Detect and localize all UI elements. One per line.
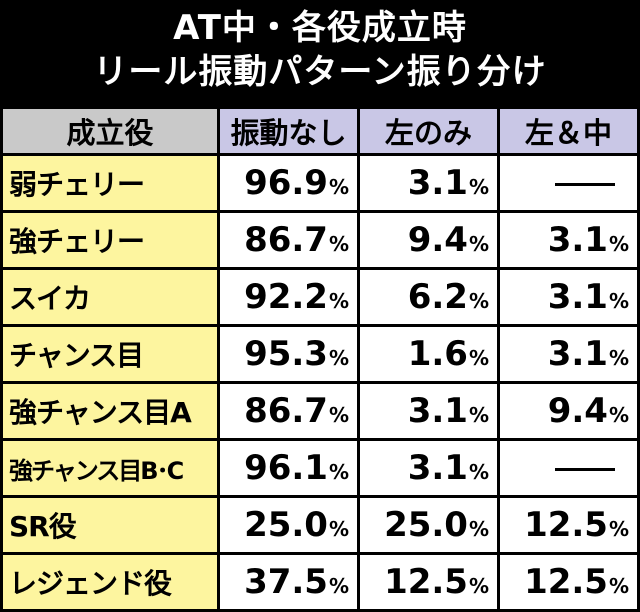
percent-unit: % [468,232,489,256]
role-label: 強チャンス目B･C [0,438,220,498]
dash-mark [555,468,615,471]
value-no-vibration: 37.5% [217,552,360,612]
role-label: 弱チェリー [0,153,220,213]
value-left-only: 12.5% [357,552,500,612]
value-left-only: 25.0% [357,495,500,555]
table-body: 弱チェリー 96.9% 3.1% 強チェリー 86.7% 9.4% 3.1% スイカ 92.2%… [0,153,640,612]
percent-unit: % [328,175,349,199]
value-no-vibration: 25.0% [217,495,360,555]
header-no-vibration: 振動なし [217,106,360,156]
value-left-only: 3.1% [357,381,500,441]
percent-unit: % [328,232,349,256]
percentage-value: 95.3 [244,334,328,374]
table-header-row: 成立役 振動なし 左のみ 左＆中 [0,106,640,156]
percentage-value: 86.7 [244,391,328,431]
value-left-only: 9.4% [357,210,500,270]
percentage-value: 9.4 [547,391,608,431]
percent-unit: % [328,346,349,370]
value-left-only: 3.1% [357,438,500,498]
percent-unit: % [468,403,489,427]
value-left-only: 1.6% [357,324,500,384]
table-row: SR役 25.0% 25.0% 12.5% [0,495,640,555]
header-left-only: 左のみ [357,106,500,156]
value-no-vibration: 86.7% [217,210,360,270]
percent-unit: % [328,403,349,427]
table-row: レジェンド役 37.5% 12.5% 12.5% [0,552,640,612]
percentage-value: 96.1 [244,448,328,488]
percent-unit: % [608,289,629,313]
table-row: 強チャンス目A 86.7% 3.1% 9.4% [0,381,640,441]
percent-unit: % [328,574,349,598]
percentage-value: 1.6 [407,334,468,374]
percentage-value: 3.1 [547,277,608,317]
percentage-value: 25.0 [244,505,328,545]
value-left-and-center: 3.1% [497,210,640,270]
table-row: 強チェリー 86.7% 9.4% 3.1% [0,210,640,270]
percentage-value: 12.5 [524,562,608,602]
percent-unit: % [608,346,629,370]
percentage-value: 9.4 [407,220,468,260]
value-left-only: 3.1% [357,153,500,213]
percentage-value: 12.5 [524,505,608,545]
title-line-2: リール振動パターン振り分け [93,52,547,92]
percentage-value: 3.1 [407,448,468,488]
percentage-value: 25.0 [384,505,468,545]
percentage-value: 6.2 [407,277,468,317]
percent-unit: % [608,517,629,541]
header-role: 成立役 [0,106,220,156]
value-left-and-center [497,153,640,213]
percent-unit: % [468,175,489,199]
page-title: AT中・各役成立時 リール振動パターン振り分け [0,0,640,106]
value-left-and-center: 3.1% [497,267,640,327]
role-label: 強チャンス目A [0,381,220,441]
value-no-vibration: 96.1% [217,438,360,498]
title-line-1: AT中・各役成立時 [173,8,467,48]
table-row: 強チャンス目B･C 96.1% 3.1% [0,438,640,498]
percentage-value: 96.9 [244,163,328,203]
value-left-and-center [497,438,640,498]
value-no-vibration: 95.3% [217,324,360,384]
percent-unit: % [608,574,629,598]
percentage-value: 3.1 [547,334,608,374]
percent-unit: % [328,460,349,484]
role-label: 強チェリー [0,210,220,270]
value-no-vibration: 96.9% [217,153,360,213]
role-label: SR役 [0,495,220,555]
role-label: チャンス目 [0,324,220,384]
percent-unit: % [608,232,629,256]
percent-unit: % [468,460,489,484]
probability-table: 成立役 振動なし 左のみ 左＆中 弱チェリー 96.9% 3.1% 強チェリー 86.7… [0,106,640,612]
value-left-and-center: 9.4% [497,381,640,441]
percentage-value: 37.5 [244,562,328,602]
value-no-vibration: 86.7% [217,381,360,441]
percent-unit: % [328,517,349,541]
value-left-and-center: 3.1% [497,324,640,384]
percent-unit: % [468,346,489,370]
table-row: チャンス目 95.3% 1.6% 3.1% [0,324,640,384]
percent-unit: % [608,403,629,427]
value-left-only: 6.2% [357,267,500,327]
role-label: レジェンド役 [0,552,220,612]
table-row: スイカ 92.2% 6.2% 3.1% [0,267,640,327]
role-label: スイカ [0,267,220,327]
percentage-value: 3.1 [407,391,468,431]
percent-unit: % [468,517,489,541]
value-left-and-center: 12.5% [497,495,640,555]
value-no-vibration: 92.2% [217,267,360,327]
percentage-value: 3.1 [407,163,468,203]
percent-unit: % [468,289,489,313]
percentage-value: 92.2 [244,277,328,317]
value-left-and-center: 12.5% [497,552,640,612]
header-left-and-center: 左＆中 [497,106,640,156]
percentage-value: 3.1 [547,220,608,260]
dash-mark [555,183,615,186]
percent-unit: % [328,289,349,313]
table-row: 弱チェリー 96.9% 3.1% [0,153,640,213]
percent-unit: % [468,574,489,598]
percentage-value: 12.5 [384,562,468,602]
percentage-value: 86.7 [244,220,328,260]
